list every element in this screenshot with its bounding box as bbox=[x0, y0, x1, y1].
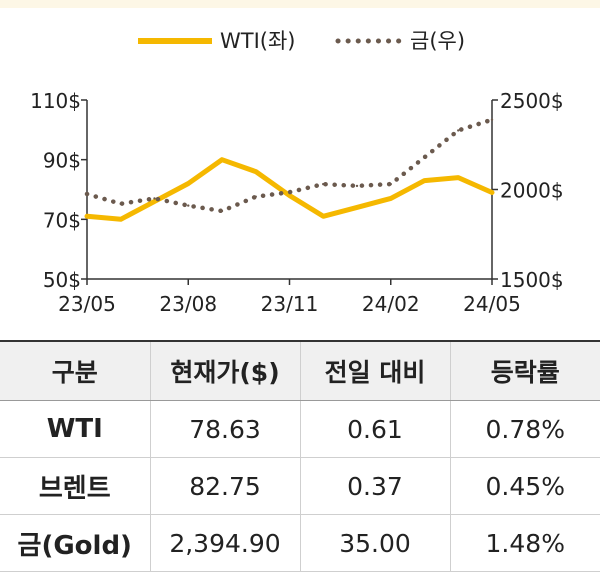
data-point-wti bbox=[119, 218, 122, 221]
data-point-gold bbox=[85, 192, 89, 196]
data-point-gold bbox=[457, 129, 460, 132]
cell-price: 2,394.90 bbox=[149, 514, 300, 572]
x-tick-label: 23/11 bbox=[261, 292, 319, 316]
data-point-gold bbox=[322, 182, 325, 186]
data-point-wti bbox=[85, 215, 89, 218]
left-tick-label: 110$ bbox=[30, 89, 81, 113]
table-row: WTI 78.63 0.61 0.78% bbox=[0, 400, 600, 458]
data-point-gold bbox=[187, 204, 190, 207]
right-tick-label: 2500$ bbox=[500, 89, 564, 113]
legend-label-gold: 금(우) bbox=[410, 29, 465, 53]
data-point-gold bbox=[355, 184, 359, 188]
data-point-wti bbox=[288, 194, 291, 197]
chart-legend: WTI(좌) 금(우) bbox=[138, 29, 465, 53]
chart-series bbox=[84, 117, 495, 222]
x-tick-label: 24/05 bbox=[463, 292, 521, 316]
data-point-gold bbox=[389, 182, 392, 186]
table-header-row: 구분 현재가($) 전일 대비 등락률 bbox=[0, 340, 600, 401]
data-point-wti bbox=[423, 179, 426, 182]
cell-price: 82.75 bbox=[149, 457, 300, 515]
left-tick-label: 50$ bbox=[43, 268, 81, 292]
data-point-gold bbox=[153, 197, 156, 200]
left-tick-label: 90$ bbox=[43, 149, 81, 173]
data-point-gold bbox=[119, 202, 122, 206]
header-change: 전일 대비 bbox=[299, 340, 450, 401]
table-row: 금(Gold) 2,394.90 35.00 1.48% bbox=[0, 514, 600, 572]
data-point-wti bbox=[490, 191, 494, 194]
data-point-gold bbox=[490, 118, 494, 121]
top-strip bbox=[0, 0, 600, 8]
x-tick-label: 24/02 bbox=[362, 292, 420, 316]
cell-change: 0.61 bbox=[299, 400, 450, 458]
left-tick-label: 70$ bbox=[43, 208, 81, 232]
cell-change: 35.00 bbox=[299, 514, 450, 572]
data-point-wti bbox=[355, 206, 359, 209]
header-rate: 등락률 bbox=[449, 340, 600, 401]
data-point-wti bbox=[220, 158, 224, 161]
cell-price: 78.63 bbox=[149, 400, 300, 458]
data-point-gold bbox=[254, 195, 257, 198]
right-tick-label: 1500$ bbox=[500, 268, 564, 292]
cell-rate: 1.48% bbox=[449, 514, 600, 572]
cell-change: 0.37 bbox=[299, 457, 450, 515]
table-row: 브렌트 82.75 0.37 0.45% bbox=[0, 457, 600, 515]
data-point-wti bbox=[153, 200, 156, 203]
legend-label-wti: WTI(좌) bbox=[220, 29, 296, 53]
data-point-wti bbox=[457, 176, 460, 179]
data-point-wti bbox=[389, 197, 392, 200]
data-point-gold bbox=[220, 209, 224, 213]
data-point-wti bbox=[187, 182, 190, 185]
header-current-price: 현재가($) bbox=[149, 340, 300, 401]
data-point-gold bbox=[423, 156, 426, 159]
row-label-wti: WTI bbox=[0, 400, 150, 458]
price-chart: WTI(좌) 금(우) 110$90$70$50$2500$2000$1500$2… bbox=[30, 29, 564, 316]
row-label-gold: 금(Gold) bbox=[0, 514, 150, 572]
series-line-wti bbox=[84, 157, 495, 222]
x-tick-label: 23/08 bbox=[159, 292, 217, 316]
cell-rate: 0.78% bbox=[449, 400, 600, 458]
data-point-wti bbox=[322, 215, 325, 218]
cell-rate: 0.45% bbox=[449, 457, 600, 515]
x-tick-label: 23/05 bbox=[58, 292, 116, 316]
chart-axes: 110$ 90$ 70$ 50$ 2500$ 2000$ 1500$ 23/05 23/08 23… bbox=[30, 89, 564, 316]
data-point-wti bbox=[254, 170, 257, 173]
right-tick-label: 2000$ bbox=[500, 179, 564, 203]
data-point-gold bbox=[288, 190, 291, 194]
row-label-brent: 브렌트 bbox=[0, 457, 150, 515]
price-table: 구분 현재가($) 전일 대비 등락률 WTI 78.63 0.61 0.78%… bbox=[0, 340, 600, 572]
header-category: 구분 bbox=[0, 340, 150, 401]
